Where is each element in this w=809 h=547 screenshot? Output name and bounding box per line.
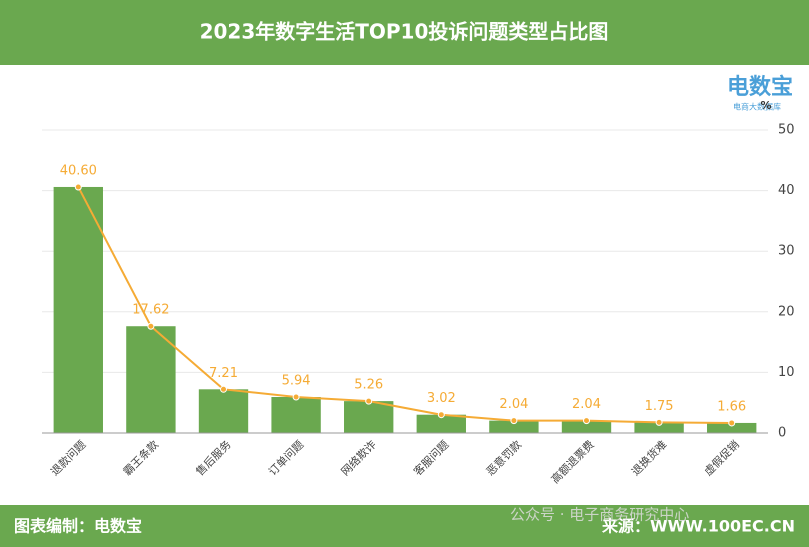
x-tick-label: 售后服务 <box>193 437 234 478</box>
data-label: 5.94 <box>282 374 311 389</box>
trend-point <box>655 418 663 426</box>
footer-right: 来源：WWW.100EC.CN <box>601 517 795 536</box>
data-label: 40.60 <box>60 163 97 178</box>
y-tick-label: 0 <box>778 426 786 441</box>
x-tick-label: 客服问题 <box>411 437 452 478</box>
chart-title: 2023年数字生活TOP10投诉问题类型占比图 <box>200 20 609 44</box>
data-label: 1.75 <box>645 399 674 414</box>
trend-point <box>220 385 227 393</box>
data-label: 2.04 <box>572 397 601 412</box>
footer-left: 图表编制：电数宝 <box>14 517 142 536</box>
bar <box>344 401 394 433</box>
header-band <box>0 0 809 65</box>
bar <box>416 414 466 433</box>
x-tick-label: 恶意罚款 <box>483 437 524 478</box>
bar <box>561 420 612 433</box>
y-tick-label: 40 <box>778 183 795 198</box>
data-label: 5.26 <box>354 378 383 393</box>
trend-point <box>510 417 518 425</box>
bar <box>198 389 249 433</box>
trend-point <box>292 393 300 401</box>
bar <box>489 420 539 433</box>
trend-line <box>77 186 732 424</box>
logo: 电数宝 <box>727 74 793 100</box>
watermark: 公众号 · 电子商务研究中心 <box>510 506 689 524</box>
data-label: 3.02 <box>427 391 456 406</box>
x-tick-label: 霸王条款 <box>120 437 161 478</box>
data-label: 17.62 <box>132 303 169 318</box>
footer-band <box>0 505 809 547</box>
y-tick-label: 30 <box>778 244 795 259</box>
data-label: 2.04 <box>499 397 528 412</box>
trend-point <box>74 183 82 191</box>
x-tick-label: 退款问题 <box>48 437 89 478</box>
trend-point <box>437 411 445 419</box>
y-tick-label: 50 <box>778 123 795 138</box>
bar <box>53 186 103 433</box>
bar <box>707 422 757 433</box>
bar <box>271 397 321 433</box>
data-label: 1.66 <box>717 399 746 414</box>
y-tick-label: 10 <box>778 365 795 380</box>
x-tick-label: 网络欺诈 <box>338 437 379 478</box>
x-tick-label: 高额退票费 <box>548 437 597 486</box>
x-tick-label: 订单问题 <box>266 438 306 478</box>
logo-sub: 电商大数据库 <box>733 102 781 112</box>
unit-label: % <box>760 99 771 112</box>
trend-point <box>365 397 373 405</box>
x-tick-label: 虚假促销 <box>701 437 742 478</box>
data-label: 7.21 <box>209 366 238 381</box>
bar <box>126 326 176 433</box>
trend-point <box>147 322 155 330</box>
x-tick-label: 退换货难 <box>628 437 669 478</box>
trend-point <box>583 417 590 425</box>
trend-point <box>728 419 736 427</box>
y-tick-label: 20 <box>778 304 795 319</box>
bar <box>634 422 684 433</box>
